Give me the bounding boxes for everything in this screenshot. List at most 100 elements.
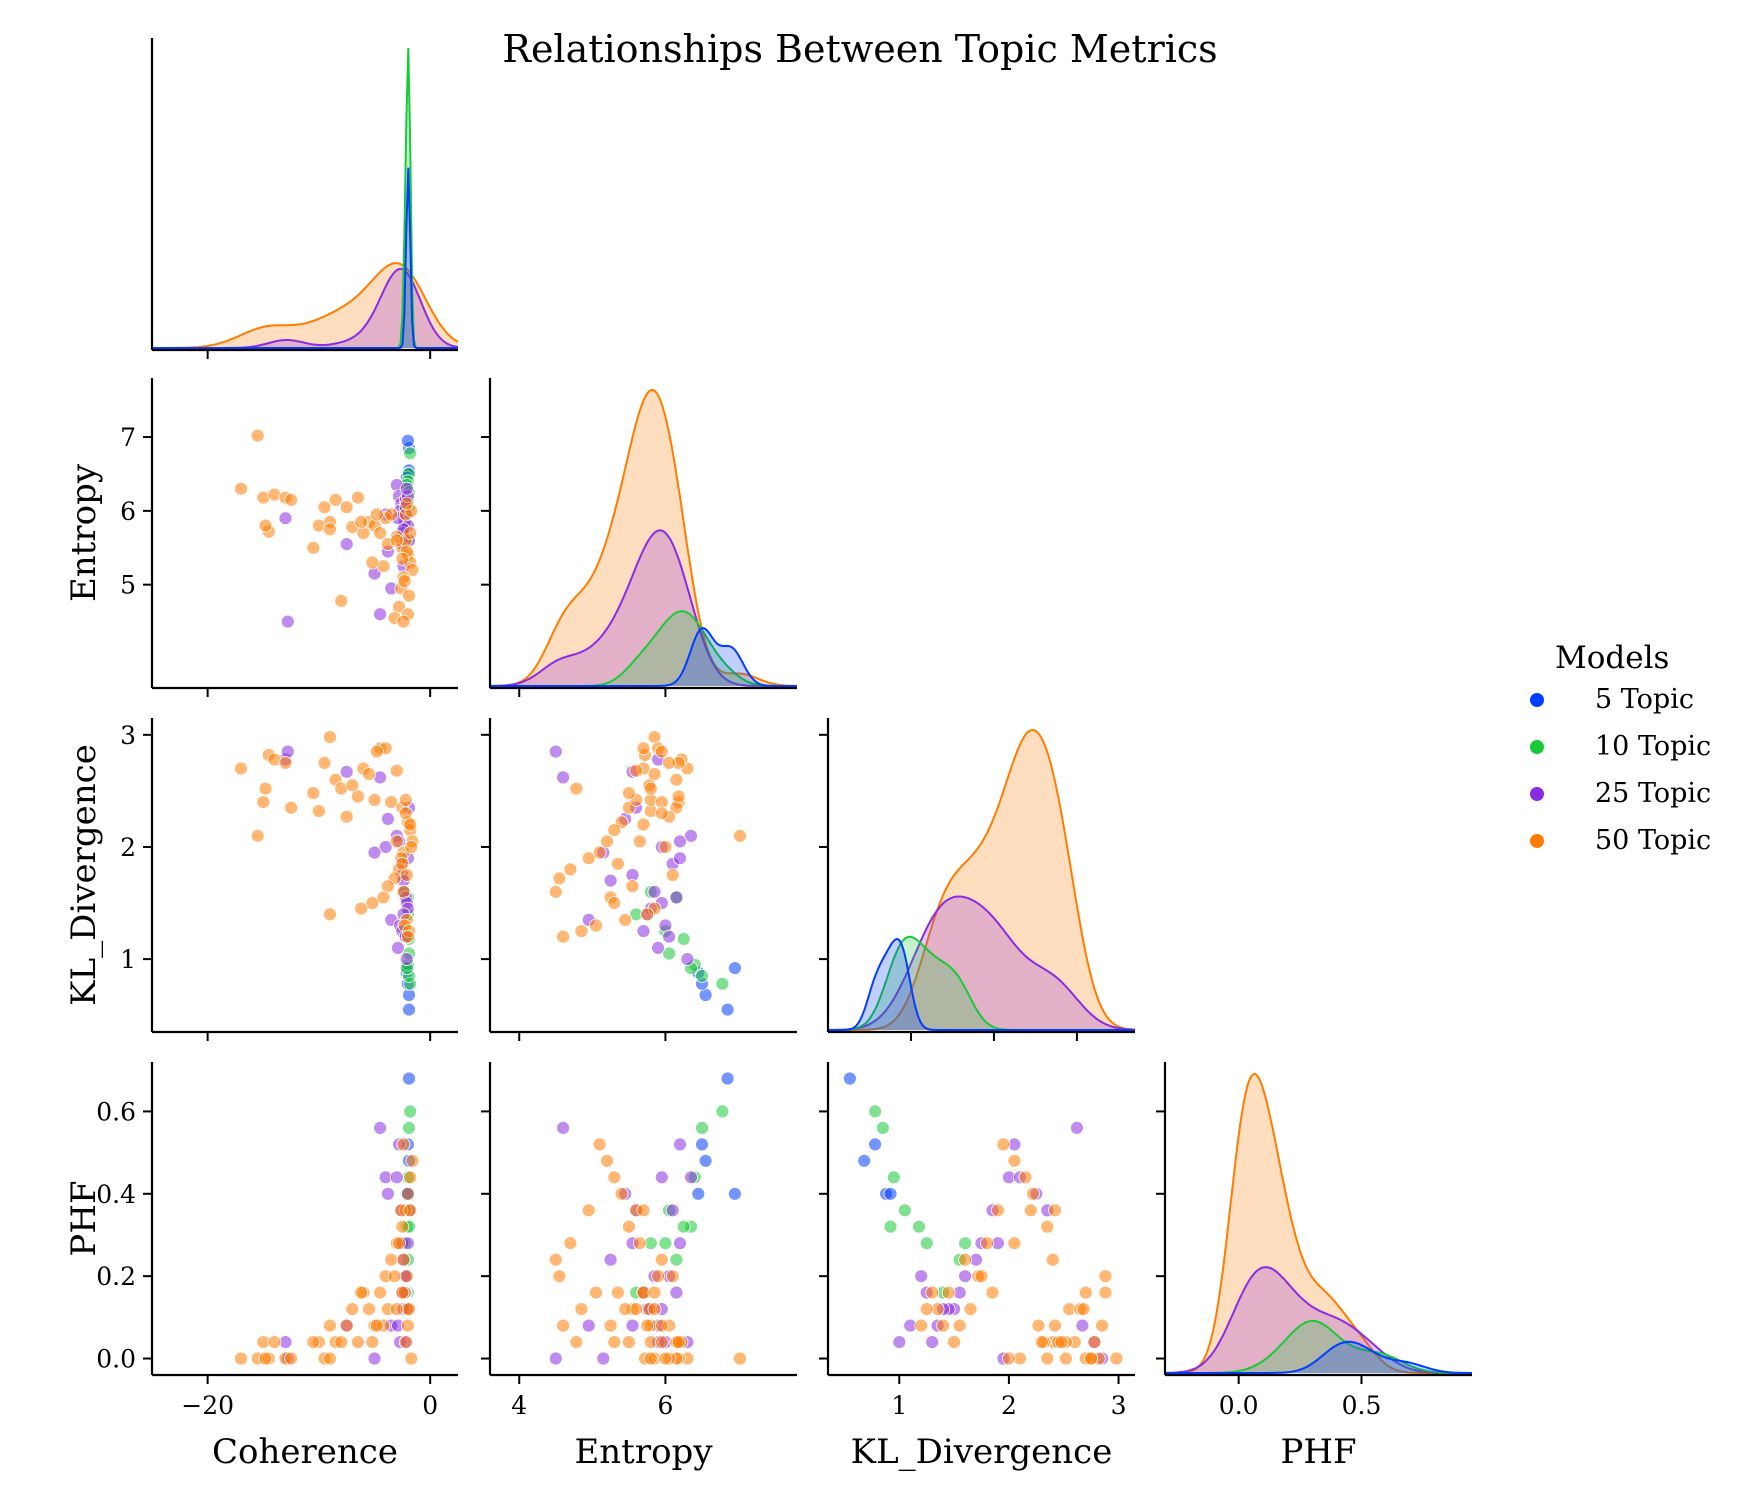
scatter-point-10-topic	[676, 1219, 691, 1234]
scatter-point-50-topic	[365, 555, 380, 570]
scatter-point-50-topic	[362, 767, 376, 781]
kde-fill-entropy-10-topic	[490, 611, 797, 686]
y-tick-label: 6	[120, 497, 136, 526]
scatter-point-25-topic	[665, 1203, 680, 1218]
scatter-point-50-topic	[563, 1236, 578, 1251]
scatter-point-5-topic	[698, 1153, 713, 1168]
scatter-point-25-topic	[662, 929, 676, 944]
scatter-point-50-topic	[404, 840, 419, 854]
scatter-point-10-topic	[403, 446, 418, 461]
scatter-point-50-topic	[400, 1186, 415, 1201]
legend: Models 5 Topic 10 Topic 25 Topic 50 Topic	[1530, 640, 1711, 856]
legend-label-50-topic: 50 Topic	[1595, 825, 1711, 856]
scatter-point-50-topic	[665, 1269, 680, 1284]
y-tick-label: 0.2	[96, 1262, 136, 1291]
legend-label-25-topic: 25 Topic	[1595, 778, 1711, 809]
scatter-point-10-topic	[875, 1121, 890, 1135]
scatter-point-10-topic	[883, 1219, 898, 1234]
scatter-point-50-topic	[552, 871, 567, 886]
scatter-point-25-topic	[556, 1121, 570, 1135]
scatter-point-50-topic	[256, 795, 271, 809]
scatter-point-50-topic	[603, 1318, 618, 1333]
scatter-point-50-topic	[398, 793, 413, 807]
scatter-point-50-topic	[1018, 1170, 1033, 1185]
scatter-point-50-topic	[404, 1351, 419, 1366]
scatter-point-25-topic	[669, 1285, 684, 1300]
scatter-point-50-topic	[1048, 1318, 1062, 1333]
x-tick-label: 2	[1001, 1391, 1017, 1420]
scatter-point-50-topic	[643, 1351, 658, 1366]
scatter-point-5-topic	[402, 1071, 416, 1086]
kde-fill-kl_divergence-50-topic	[828, 730, 1135, 1030]
scatter-point-50-topic	[369, 1318, 384, 1333]
scatter-point-50-topic	[592, 845, 607, 860]
scatter-point-50-topic	[1084, 1351, 1098, 1366]
scatter-point-25-topic	[373, 1121, 388, 1135]
scatter-point-50-topic	[389, 763, 404, 778]
scatter-point-50-topic	[323, 522, 337, 537]
scatter-point-5-topic	[691, 1186, 706, 1201]
x-axis-title-phf: PHF	[1280, 1432, 1356, 1472]
x-tick-label: 0.0	[1219, 1391, 1259, 1420]
scatter-point-25-topic	[647, 884, 662, 899]
scatter-point-50-topic	[640, 907, 655, 922]
scatter-point-50-topic	[399, 496, 414, 511]
scatter-point-50-topic	[389, 1302, 404, 1316]
x-tick-label: 0.5	[1342, 1391, 1382, 1420]
scatter-point-25-topic	[548, 1351, 563, 1366]
scatter-point-25-topic	[380, 812, 395, 826]
scatter-point-50-topic	[607, 896, 622, 910]
kde-fill-kl_divergence-10-topic	[828, 936, 1135, 1030]
scatter-point-50-topic	[654, 1252, 669, 1267]
scatter-point-50-topic	[323, 730, 337, 744]
legend-label-5-topic: 5 Topic	[1595, 684, 1694, 715]
scatter-point-50-topic	[234, 481, 248, 496]
scatter-point-50-topic	[611, 1285, 625, 1300]
scatter-point-50-topic	[618, 913, 633, 927]
scatter-point-5-topic	[857, 1153, 872, 1168]
scatter-point-50-topic	[1078, 1285, 1093, 1300]
scatter-point-50-topic	[914, 1318, 929, 1333]
kde-line-kl_divergence-50-topic	[828, 728, 1136, 1031]
scatter-point-50-topic	[654, 744, 669, 759]
x-tick-label: 3	[1111, 1391, 1127, 1420]
kde-line-coherence-5-topic	[152, 167, 458, 349]
scatter-point-50-topic	[384, 1252, 399, 1267]
scatter-point-50-topic	[396, 1137, 411, 1152]
y-tick-label: 0.0	[96, 1345, 136, 1374]
scatter-point-50-topic	[611, 856, 625, 871]
scatter-point-25-topic	[673, 1137, 687, 1152]
scatter-point-50-topic	[405, 563, 420, 577]
scatter-point-50-topic	[636, 1203, 651, 1218]
scatter-point-10-topic	[868, 1104, 882, 1119]
scatter-point-50-topic	[980, 1236, 994, 1251]
scatter-point-50-topic	[1098, 1269, 1113, 1284]
scatter-point-50-topic	[389, 533, 404, 548]
kde-fill-phf-25-topic	[1165, 1267, 1472, 1373]
scatter-point-50-topic	[354, 515, 369, 529]
scatter-point-50-topic	[963, 1302, 978, 1316]
scatter-point-50-topic	[947, 1335, 961, 1349]
scatter-point-10-topic	[695, 969, 709, 983]
scatter-point-25-topic	[1070, 1121, 1084, 1135]
scatter-point-25-topic	[651, 941, 665, 955]
scatter-point-50-topic	[395, 551, 410, 566]
scatter-point-50-topic	[334, 1335, 349, 1349]
scatter-point-50-topic	[396, 1252, 411, 1267]
panel-kl_divergence-vs-kl_divergence	[819, 718, 1136, 1041]
scatter-point-50-topic	[622, 1219, 636, 1234]
scatter-point-50-topic	[629, 763, 644, 778]
scatter-point-50-topic	[402, 588, 416, 603]
scatter-point-50-topic	[373, 526, 388, 540]
scatter-point-50-topic	[234, 761, 248, 776]
kde-fill-kl_divergence-5-topic	[828, 938, 1135, 1030]
scatter-point-25-topic	[958, 1269, 972, 1284]
scatter-point-5-topic	[400, 433, 415, 448]
scatter-point-50-topic	[350, 490, 365, 505]
x-tick-label: −20	[181, 1391, 234, 1420]
scatter-point-5-topic	[720, 1002, 735, 1017]
scatter-point-50-topic	[556, 929, 570, 944]
scatter-point-10-topic	[676, 932, 691, 946]
scatter-point-50-topic	[563, 862, 578, 877]
scatter-point-10-topic	[402, 1121, 416, 1135]
